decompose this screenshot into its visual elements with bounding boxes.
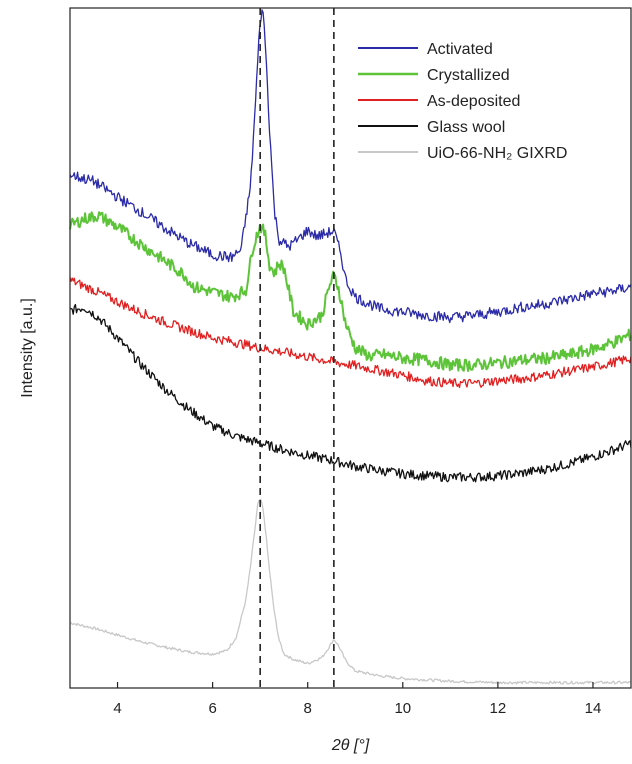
x-tick-label: 8	[304, 700, 312, 717]
series-line-3	[69, 277, 632, 389]
series-line-2	[69, 211, 632, 372]
series-layer	[69, 9, 632, 685]
x-tick-label: 4	[113, 700, 121, 717]
x-tick-label: 12	[490, 700, 507, 717]
plot-frame	[69, 7, 632, 689]
legend-label: UiO-66-NH₂ GIXRD	[427, 145, 567, 162]
legend: Activated Crystallized As-deposited Glass w…	[358, 41, 567, 162]
x-axis-ticks: 4 6 8 10 12 14	[113, 682, 601, 717]
x-tick-label: 10	[394, 700, 411, 717]
reference-lines	[259, 8, 335, 688]
y-axis-label: Intensity [a.u.]	[19, 298, 36, 398]
legend-label: Activated	[427, 41, 493, 58]
series-line-5	[69, 498, 632, 685]
x-tick-label: 14	[585, 700, 602, 717]
legend-label: Glass wool	[427, 119, 505, 136]
series-line-1	[69, 9, 632, 324]
legend-label: As-deposited	[427, 93, 520, 110]
series-line-4	[69, 303, 632, 483]
x-tick-label: 6	[208, 700, 216, 717]
x-axis-label: 2θ [°]	[331, 737, 370, 754]
legend-label: Crystallized	[427, 67, 510, 84]
